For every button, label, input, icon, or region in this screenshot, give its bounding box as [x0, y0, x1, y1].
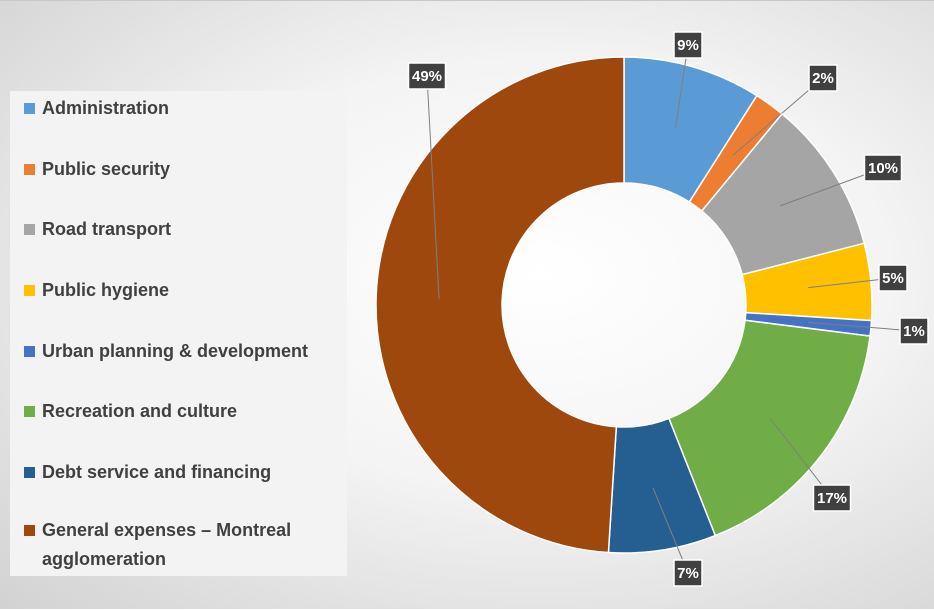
data-label: 17% [812, 484, 852, 512]
data-label-text: 9% [677, 37, 699, 54]
legend-item: Recreation and culture [24, 397, 342, 426]
donut-slice [667, 319, 871, 537]
data-label: 49% [407, 62, 447, 90]
legend-item: General expenses – Montreal agglomeratio… [24, 516, 342, 574]
legend-swatch [24, 285, 35, 296]
legend-label: Public hygiene [42, 280, 170, 300]
legend-label: General expenses – Montreal agglomeratio… [42, 520, 292, 569]
legend-item: Public security [24, 155, 342, 184]
legend-swatch [24, 224, 35, 235]
data-label: 9% [673, 31, 703, 59]
data-label-text: 5% [882, 270, 904, 287]
data-label-text: 2% [812, 70, 834, 87]
legend-label: Road transport [42, 219, 172, 239]
legend-swatch [24, 525, 35, 536]
data-label: 1% [899, 317, 929, 345]
legend-swatch [24, 103, 35, 114]
legend-item: Public hygiene [24, 276, 342, 305]
legend: Administration Public security Road tran… [10, 91, 347, 576]
data-label: 10% [863, 154, 903, 182]
leader-line [426, 75, 440, 300]
legend-swatch [24, 346, 35, 357]
data-label-text: 17% [817, 490, 847, 507]
leader-line [808, 321, 915, 332]
legend-swatch [24, 406, 35, 417]
legend-item: Urban planning & development [24, 337, 342, 366]
legend-label: Debt service and financing [42, 462, 272, 482]
data-label: 2% [808, 64, 838, 92]
legend-swatch [24, 467, 35, 478]
data-label: 7% [673, 559, 703, 587]
legend-item: Road transport [24, 215, 342, 244]
data-label-text: 7% [677, 565, 699, 582]
leader-line [652, 487, 689, 574]
leader-line [732, 77, 824, 156]
donut-slice [375, 56, 625, 554]
data-label: 5% [878, 264, 908, 292]
legend-label: Urban planning & development [42, 341, 309, 361]
legend-label: Public security [42, 159, 171, 179]
legend-item: Administration [24, 94, 342, 123]
data-label-text: 10% [868, 160, 898, 177]
legend-item: Debt service and financing [24, 458, 342, 487]
data-label-text: 1% [903, 323, 925, 340]
legend-label: Recreation and culture [42, 401, 238, 421]
data-label-text: 49% [412, 68, 442, 85]
legend-label: Administration [42, 98, 170, 118]
legend-swatch [24, 164, 35, 175]
